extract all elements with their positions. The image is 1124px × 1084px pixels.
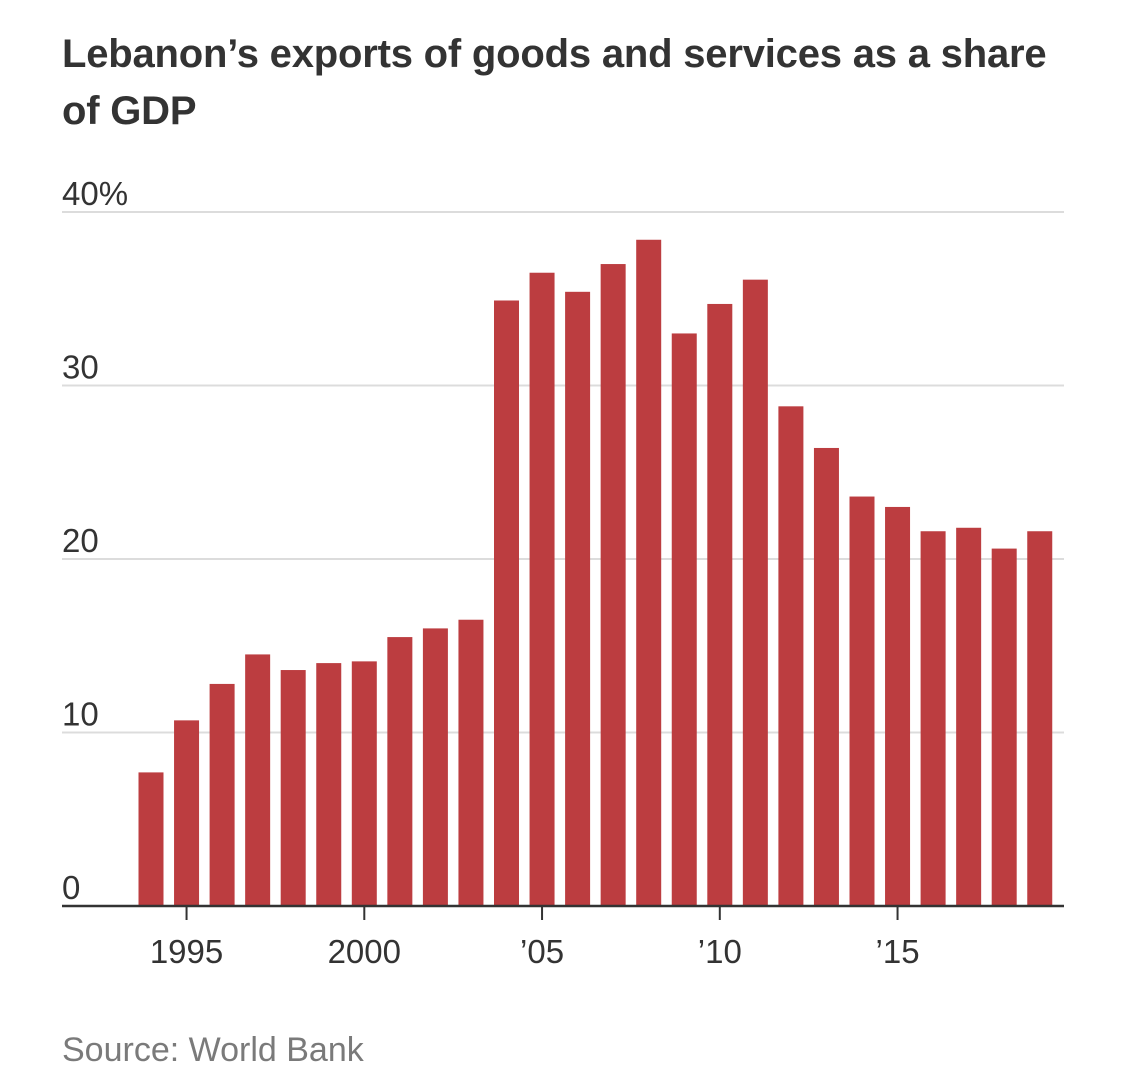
bars — [138, 239, 1053, 907]
x-axis-labels: 1995 2000 ’05 ’10 ’15 — [150, 933, 920, 970]
bar-1996 — [209, 683, 235, 906]
bar-2011 — [742, 279, 768, 906]
bar-2018 — [991, 548, 1017, 906]
bar-1997 — [245, 654, 271, 906]
y-tick-label-20: 20 — [62, 522, 99, 559]
x-axis — [62, 904, 1064, 920]
bar-2006 — [565, 291, 591, 906]
x-tick-label-1995: 1995 — [150, 933, 223, 970]
x-tick-label-2000: 2000 — [328, 933, 401, 970]
grid-lines — [62, 211, 1064, 734]
bar-2014 — [849, 496, 875, 906]
y-axis-labels: 0 10 20 30 40% — [62, 175, 128, 906]
bar-2015 — [885, 506, 911, 906]
x-tick-label-2015: ’15 — [876, 933, 920, 970]
bar-2004 — [494, 300, 519, 906]
y-tick-label-40: 40% — [62, 175, 128, 212]
bar-2009 — [671, 333, 697, 906]
bar-2017 — [956, 527, 982, 906]
bar-2002 — [422, 628, 448, 906]
bar-2005 — [529, 272, 555, 907]
y-tick-label-10: 10 — [62, 696, 99, 733]
x-tick-label-2005: ’05 — [520, 933, 564, 970]
bar-2007 — [600, 264, 626, 906]
chart-title: Lebanon’s exports of goods and services … — [62, 32, 1047, 133]
y-tick-label-30: 30 — [62, 349, 99, 386]
bar-2001 — [387, 637, 413, 906]
source-note: Source: World Bank — [62, 1031, 364, 1069]
bar-1995 — [174, 720, 200, 906]
x-tick-label-2010: ’10 — [698, 933, 742, 970]
bar-2016 — [920, 531, 946, 906]
bar-1994 — [138, 772, 164, 906]
bar-1998 — [280, 670, 306, 906]
bar-2010 — [707, 303, 733, 906]
bar-2003 — [458, 619, 484, 906]
bar-2019 — [1027, 531, 1053, 906]
y-tick-label-0: 0 — [62, 869, 80, 906]
bar-2000 — [351, 661, 377, 906]
bar-2012 — [778, 406, 804, 906]
bar-1999 — [316, 663, 342, 906]
bar-2008 — [636, 239, 662, 906]
bar-2013 — [813, 447, 839, 906]
